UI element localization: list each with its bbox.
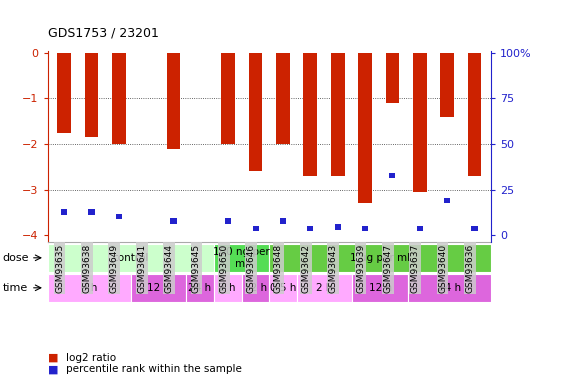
Bar [131,274,186,302]
Text: GSM93645: GSM93645 [192,244,201,293]
Bar [444,198,450,203]
Bar [269,244,491,272]
Text: 12 h: 12 h [244,283,267,293]
Text: time: time [3,283,28,293]
Bar [307,226,314,231]
Text: 2 h: 2 h [316,283,333,293]
Text: log2 ratio: log2 ratio [66,353,116,363]
Bar [214,274,242,302]
Bar [57,53,71,133]
Bar [225,218,231,223]
Bar [89,209,95,214]
Text: 0 h: 0 h [81,283,98,293]
Bar [85,53,98,137]
Bar [413,53,426,192]
Text: GSM93647: GSM93647 [383,244,392,293]
Bar [334,224,341,230]
Bar [214,244,269,272]
Bar [389,172,396,178]
Text: 1 ug per ml: 1 ug per ml [350,253,410,263]
Text: GSM93642: GSM93642 [301,244,310,293]
Text: GDS1753 / 23201: GDS1753 / 23201 [48,26,159,39]
Bar [358,53,372,203]
Bar [48,274,131,302]
Bar [252,226,259,231]
Text: GSM93646: GSM93646 [247,244,256,293]
Bar [280,218,286,223]
Bar [352,274,408,302]
Text: GSM93641: GSM93641 [137,244,146,293]
Bar [385,53,399,103]
Text: 24 h: 24 h [188,283,211,293]
Bar [331,53,344,176]
Text: GSM93644: GSM93644 [164,244,173,293]
Bar [408,274,491,302]
Text: GSM93648: GSM93648 [274,244,283,293]
Text: 24 h: 24 h [438,283,461,293]
Bar [440,53,454,117]
Bar [48,244,214,272]
Text: GSM93636: GSM93636 [466,244,475,293]
Text: 100 ng per
ml: 100 ng per ml [213,247,270,268]
Text: percentile rank within the sample: percentile rank within the sample [66,364,242,374]
Bar [276,53,290,144]
Text: control: control [113,253,149,263]
Bar [269,274,297,302]
Bar [304,53,317,176]
Text: 0.5 h: 0.5 h [270,283,296,293]
Text: GSM93638: GSM93638 [82,244,91,293]
Text: 12 h: 12 h [369,283,392,293]
Text: GSM93637: GSM93637 [411,244,420,293]
Bar [417,226,423,231]
Bar [297,274,352,302]
Text: ■: ■ [48,364,58,374]
Text: 12 h: 12 h [147,283,170,293]
Text: GSM93643: GSM93643 [329,244,338,293]
Text: GSM93650: GSM93650 [219,244,228,293]
Bar [222,53,235,144]
Bar [61,209,67,214]
Bar [116,214,122,219]
Bar [468,53,481,176]
Text: 2 h: 2 h [219,283,236,293]
Text: ■: ■ [48,353,58,363]
Bar [249,53,263,171]
Bar [186,274,214,302]
Text: GSM93639: GSM93639 [356,244,365,293]
Text: GSM93640: GSM93640 [438,244,447,293]
Text: dose: dose [3,253,29,263]
Bar [112,53,126,144]
Bar [171,218,177,223]
Text: GSM93635: GSM93635 [55,244,64,293]
Bar [242,274,269,302]
Bar [167,53,181,148]
Text: GSM93649: GSM93649 [110,244,119,293]
Bar [362,226,368,231]
Bar [471,226,477,231]
